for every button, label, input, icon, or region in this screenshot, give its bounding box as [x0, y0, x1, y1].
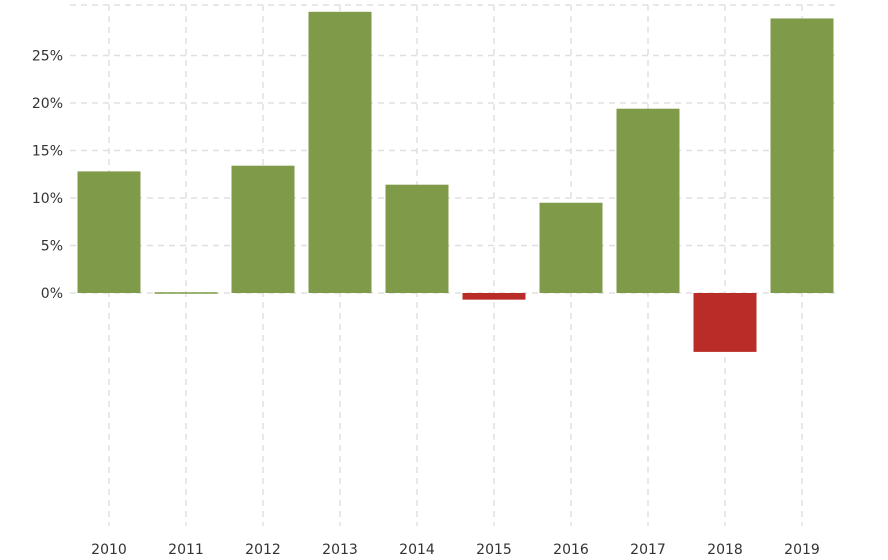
y-tick-label: 10% [32, 191, 63, 207]
x-tick-label: 2014 [399, 542, 435, 558]
y-tick-label: 25% [32, 49, 63, 65]
x-tick-label: 2016 [553, 542, 589, 558]
bar-2015 [462, 293, 526, 300]
x-tick-label: 2018 [707, 542, 743, 558]
y-tick-label: 20% [32, 96, 63, 112]
y-tick-label: 0% [41, 286, 63, 302]
x-axis: 2010 2011 2012 2013 2014 2015 2016 2017 2018 2019 [91, 542, 820, 558]
x-tick-label: 2011 [168, 542, 204, 558]
bar-2016 [539, 202, 603, 293]
bar-2012 [231, 165, 295, 293]
bar-2014 [385, 184, 449, 293]
bar-2017 [616, 108, 680, 293]
x-tick-label: 2013 [322, 542, 358, 558]
bar-2018 [693, 293, 757, 352]
x-tick-label: 2015 [476, 542, 512, 558]
bar-2011 [154, 292, 218, 294]
grid-lines [70, 4, 835, 526]
x-tick-label: 2010 [91, 542, 127, 558]
x-tick-label: 2017 [630, 542, 666, 558]
bar-2019 [770, 18, 834, 293]
y-axis: 0% 5% 10% 15% 20% 25% [32, 49, 63, 303]
y-tick-label: 15% [32, 144, 63, 160]
x-tick-label: 2012 [245, 542, 281, 558]
bar-2010 [77, 171, 141, 293]
y-tick-label: 5% [41, 239, 63, 255]
x-tick-label: 2019 [784, 542, 820, 558]
bars [77, 11, 834, 352]
bar-2013 [308, 11, 372, 294]
